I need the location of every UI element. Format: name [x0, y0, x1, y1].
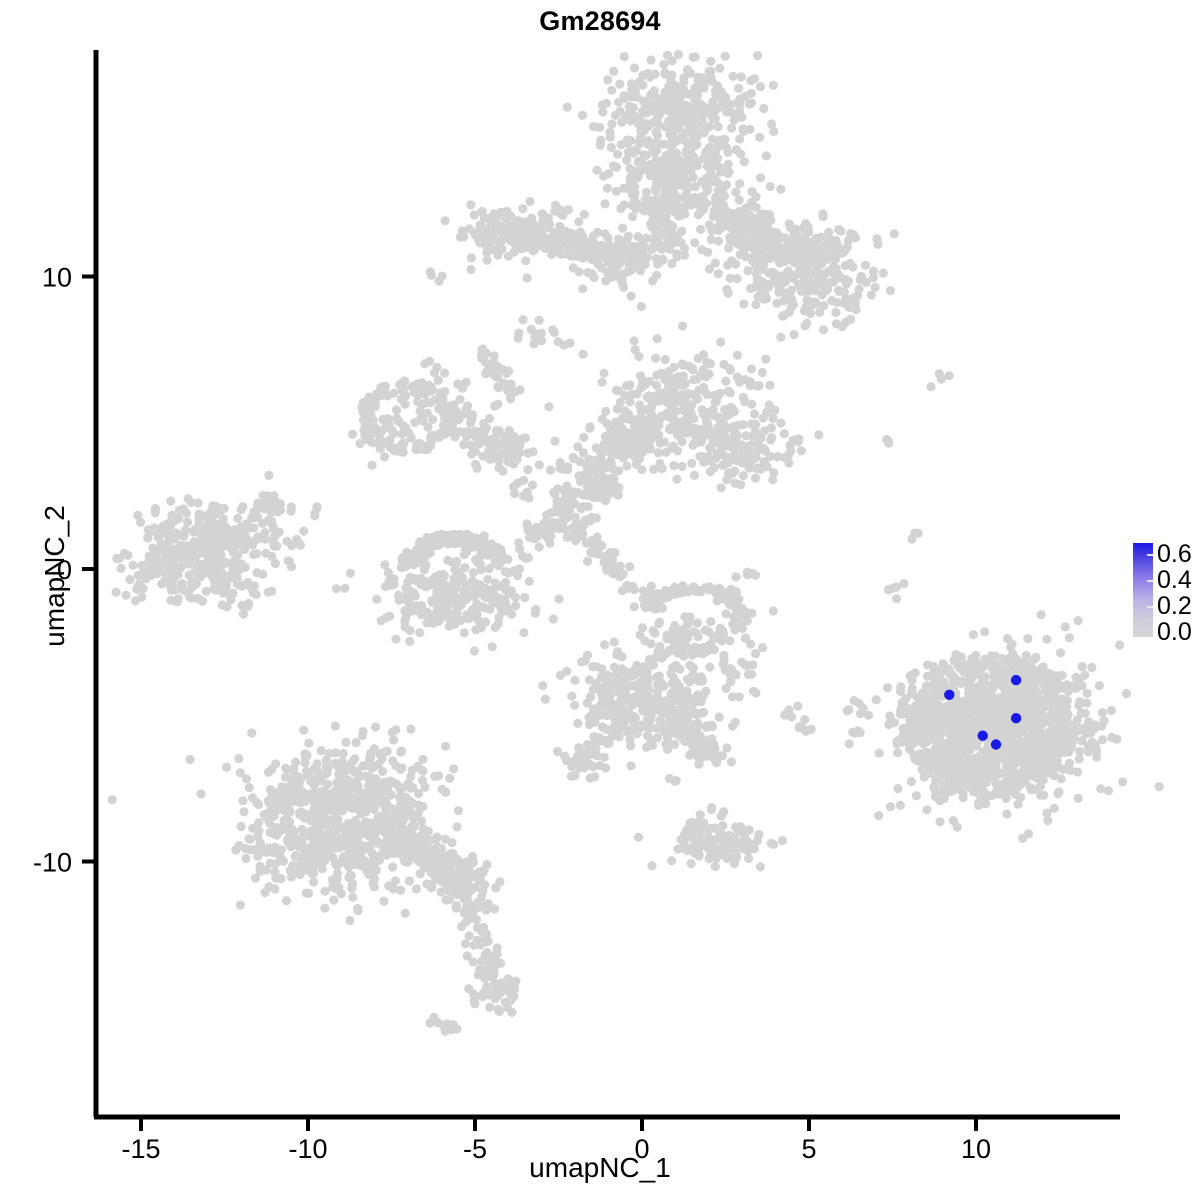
y-tick-label: 0: [57, 555, 72, 585]
y-tick-label: -10: [33, 848, 72, 878]
highlighted-point: [1010, 674, 1022, 686]
x-axis-ticks: -15 -10 -5 0 5 10: [121, 1117, 991, 1164]
data-points-layer: [107, 50, 1164, 1036]
x-tick-label: 5: [801, 1134, 816, 1164]
highlighted-point: [977, 730, 988, 741]
x-tick-label: -10: [288, 1134, 327, 1164]
colorbar-tick: [1147, 606, 1153, 608]
x-axis-label: umapNC_1: [529, 1152, 671, 1183]
colorbar-label-3: 0.0: [1157, 618, 1192, 646]
highlighted-point: [1010, 713, 1022, 724]
colorbar-tick: [1147, 580, 1153, 582]
x-tick-label: 10: [961, 1134, 991, 1164]
highlighted-points-layer: [944, 674, 1022, 750]
x-tick-label: -15: [121, 1134, 160, 1164]
colorbar-label-2: 0.2: [1157, 592, 1192, 620]
highlighted-point: [944, 689, 955, 700]
x-tick-label: 0: [634, 1134, 649, 1164]
colorbar-legend: 0.6 0.4 0.2 0.0: [1130, 538, 1200, 648]
y-axis-ticks: 10 0 -10: [33, 263, 96, 878]
page-title: Gm28694: [539, 6, 661, 36]
y-tick-label: 10: [42, 263, 72, 293]
y-axis-label: umapNC_2: [39, 505, 70, 647]
colorbar-label-1: 0.4: [1157, 566, 1192, 594]
highlighted-point: [990, 739, 1002, 750]
colorbar-label-0: 0.6: [1157, 540, 1192, 568]
colorbar-tick: [1147, 554, 1153, 556]
axes-layer: [93, 50, 1120, 1120]
colorbar-gradient: [1133, 543, 1153, 637]
x-tick-label: -5: [463, 1134, 487, 1164]
